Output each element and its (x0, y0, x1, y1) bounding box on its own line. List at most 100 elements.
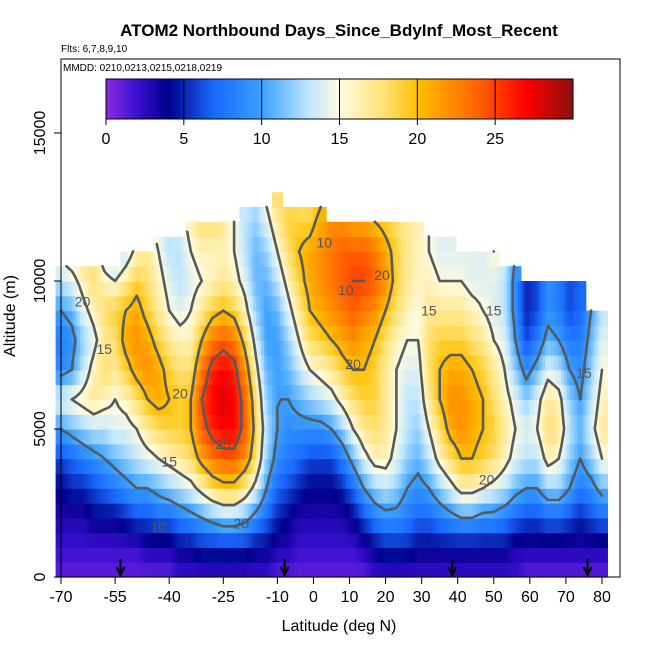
heatmap-cell (447, 325, 452, 341)
heatmap-cell (147, 532, 151, 548)
heatmap-cell (198, 295, 203, 312)
heatmap-cell (125, 532, 130, 548)
heatmap-cell (201, 429, 205, 445)
heatmap-cell (280, 281, 284, 297)
heatmap-cell (134, 281, 138, 297)
heatmap-cell (485, 488, 489, 504)
heatmap-cell (409, 340, 414, 356)
heatmap-cell (115, 325, 119, 341)
heatmap-cell (412, 532, 416, 548)
heatmap-cell (315, 236, 319, 252)
heatmap-cell (253, 532, 257, 548)
heatmap-cell (566, 517, 571, 534)
heatmap-cell (228, 562, 232, 578)
heatmap-cell (220, 532, 224, 548)
heatmap-cell (55, 458, 59, 474)
heatmap-cell (182, 281, 187, 297)
heatmap-cell (231, 340, 235, 356)
heatmap-cell (88, 517, 92, 534)
heatmap-cell (485, 517, 489, 534)
heatmap-cell (93, 355, 97, 371)
heatmap-cell (363, 458, 368, 474)
heatmap-cell (242, 473, 246, 489)
heatmap-cell (453, 488, 457, 504)
heatmap-cell (358, 266, 362, 282)
heatmap-cell (355, 547, 360, 563)
heatmap-cell (523, 355, 527, 371)
heatmap-cell (288, 355, 292, 371)
heatmap-cell (152, 547, 157, 563)
heatmap-cell (255, 562, 260, 578)
heatmap-cell (123, 503, 127, 519)
heatmap-cell (464, 547, 468, 563)
heatmap-cell (415, 281, 419, 297)
colorbar-segment (413, 79, 418, 119)
heatmap-cell (528, 325, 533, 341)
heatmap-cell (131, 355, 135, 371)
heatmap-cell (112, 532, 116, 548)
heatmap-cell (220, 414, 224, 430)
heatmap-cell (515, 369, 519, 386)
heatmap-cell (345, 281, 349, 297)
heatmap-cell (258, 310, 262, 326)
heatmap-cell (171, 517, 176, 534)
heatmap-cell (545, 547, 549, 563)
heatmap-cell (315, 473, 319, 489)
heatmap-cell (285, 369, 289, 386)
heatmap-cell (561, 310, 565, 326)
heatmap-cell (404, 221, 408, 238)
heatmap-cell (190, 503, 195, 519)
colorbar-tick-label: 0 (102, 131, 111, 148)
heatmap-cell (112, 562, 116, 578)
heatmap-cell (407, 488, 411, 504)
heatmap-cell (380, 384, 384, 400)
heatmap-cell (266, 399, 270, 415)
heatmap-cell (74, 532, 78, 548)
heatmap-cell (307, 532, 311, 548)
heatmap-cell (480, 340, 484, 356)
heatmap-cell (96, 458, 100, 474)
heatmap-cell (280, 355, 284, 371)
heatmap-cell (453, 281, 457, 297)
heatmap-cell (588, 414, 592, 430)
heatmap-cell (304, 458, 308, 474)
heatmap-cell (215, 414, 219, 430)
heatmap-cell (282, 503, 287, 519)
heatmap-cell (342, 251, 346, 267)
heatmap-cell (185, 221, 189, 238)
heatmap-cell (569, 310, 573, 326)
heatmap-cell (361, 443, 365, 460)
heatmap-cell (580, 355, 584, 371)
heatmap-cell (217, 295, 222, 312)
heatmap-cell (296, 547, 300, 563)
heatmap-cell (93, 458, 97, 474)
heatmap-cell (109, 281, 113, 297)
heatmap-cell (244, 443, 249, 460)
heatmap-cell (88, 473, 92, 489)
heatmap-cell (307, 429, 311, 445)
heatmap-cell (74, 384, 78, 400)
heatmap-cell (474, 488, 479, 504)
heatmap-cell (588, 473, 592, 489)
heatmap-cell (331, 503, 335, 519)
heatmap-cell (309, 488, 314, 504)
heatmap-cell (155, 251, 159, 267)
heatmap-cell (345, 414, 349, 430)
heatmap-cell (469, 429, 473, 445)
heatmap-cell (293, 340, 297, 356)
heatmap-cell (455, 473, 460, 489)
heatmap-cell (404, 443, 408, 460)
heatmap-cell (234, 503, 238, 519)
heatmap-cell (347, 266, 352, 282)
heatmap-cell (401, 295, 406, 312)
heatmap-cell (320, 207, 324, 223)
heatmap-cell (461, 547, 465, 563)
heatmap-cell (407, 399, 411, 415)
heatmap-cell (277, 503, 281, 519)
heatmap-cell (207, 547, 211, 563)
heatmap-cell (336, 562, 341, 578)
heatmap-cell (171, 488, 176, 504)
heatmap-cell (304, 488, 308, 504)
heatmap-cell (277, 266, 281, 282)
heatmap-cell (423, 295, 427, 312)
